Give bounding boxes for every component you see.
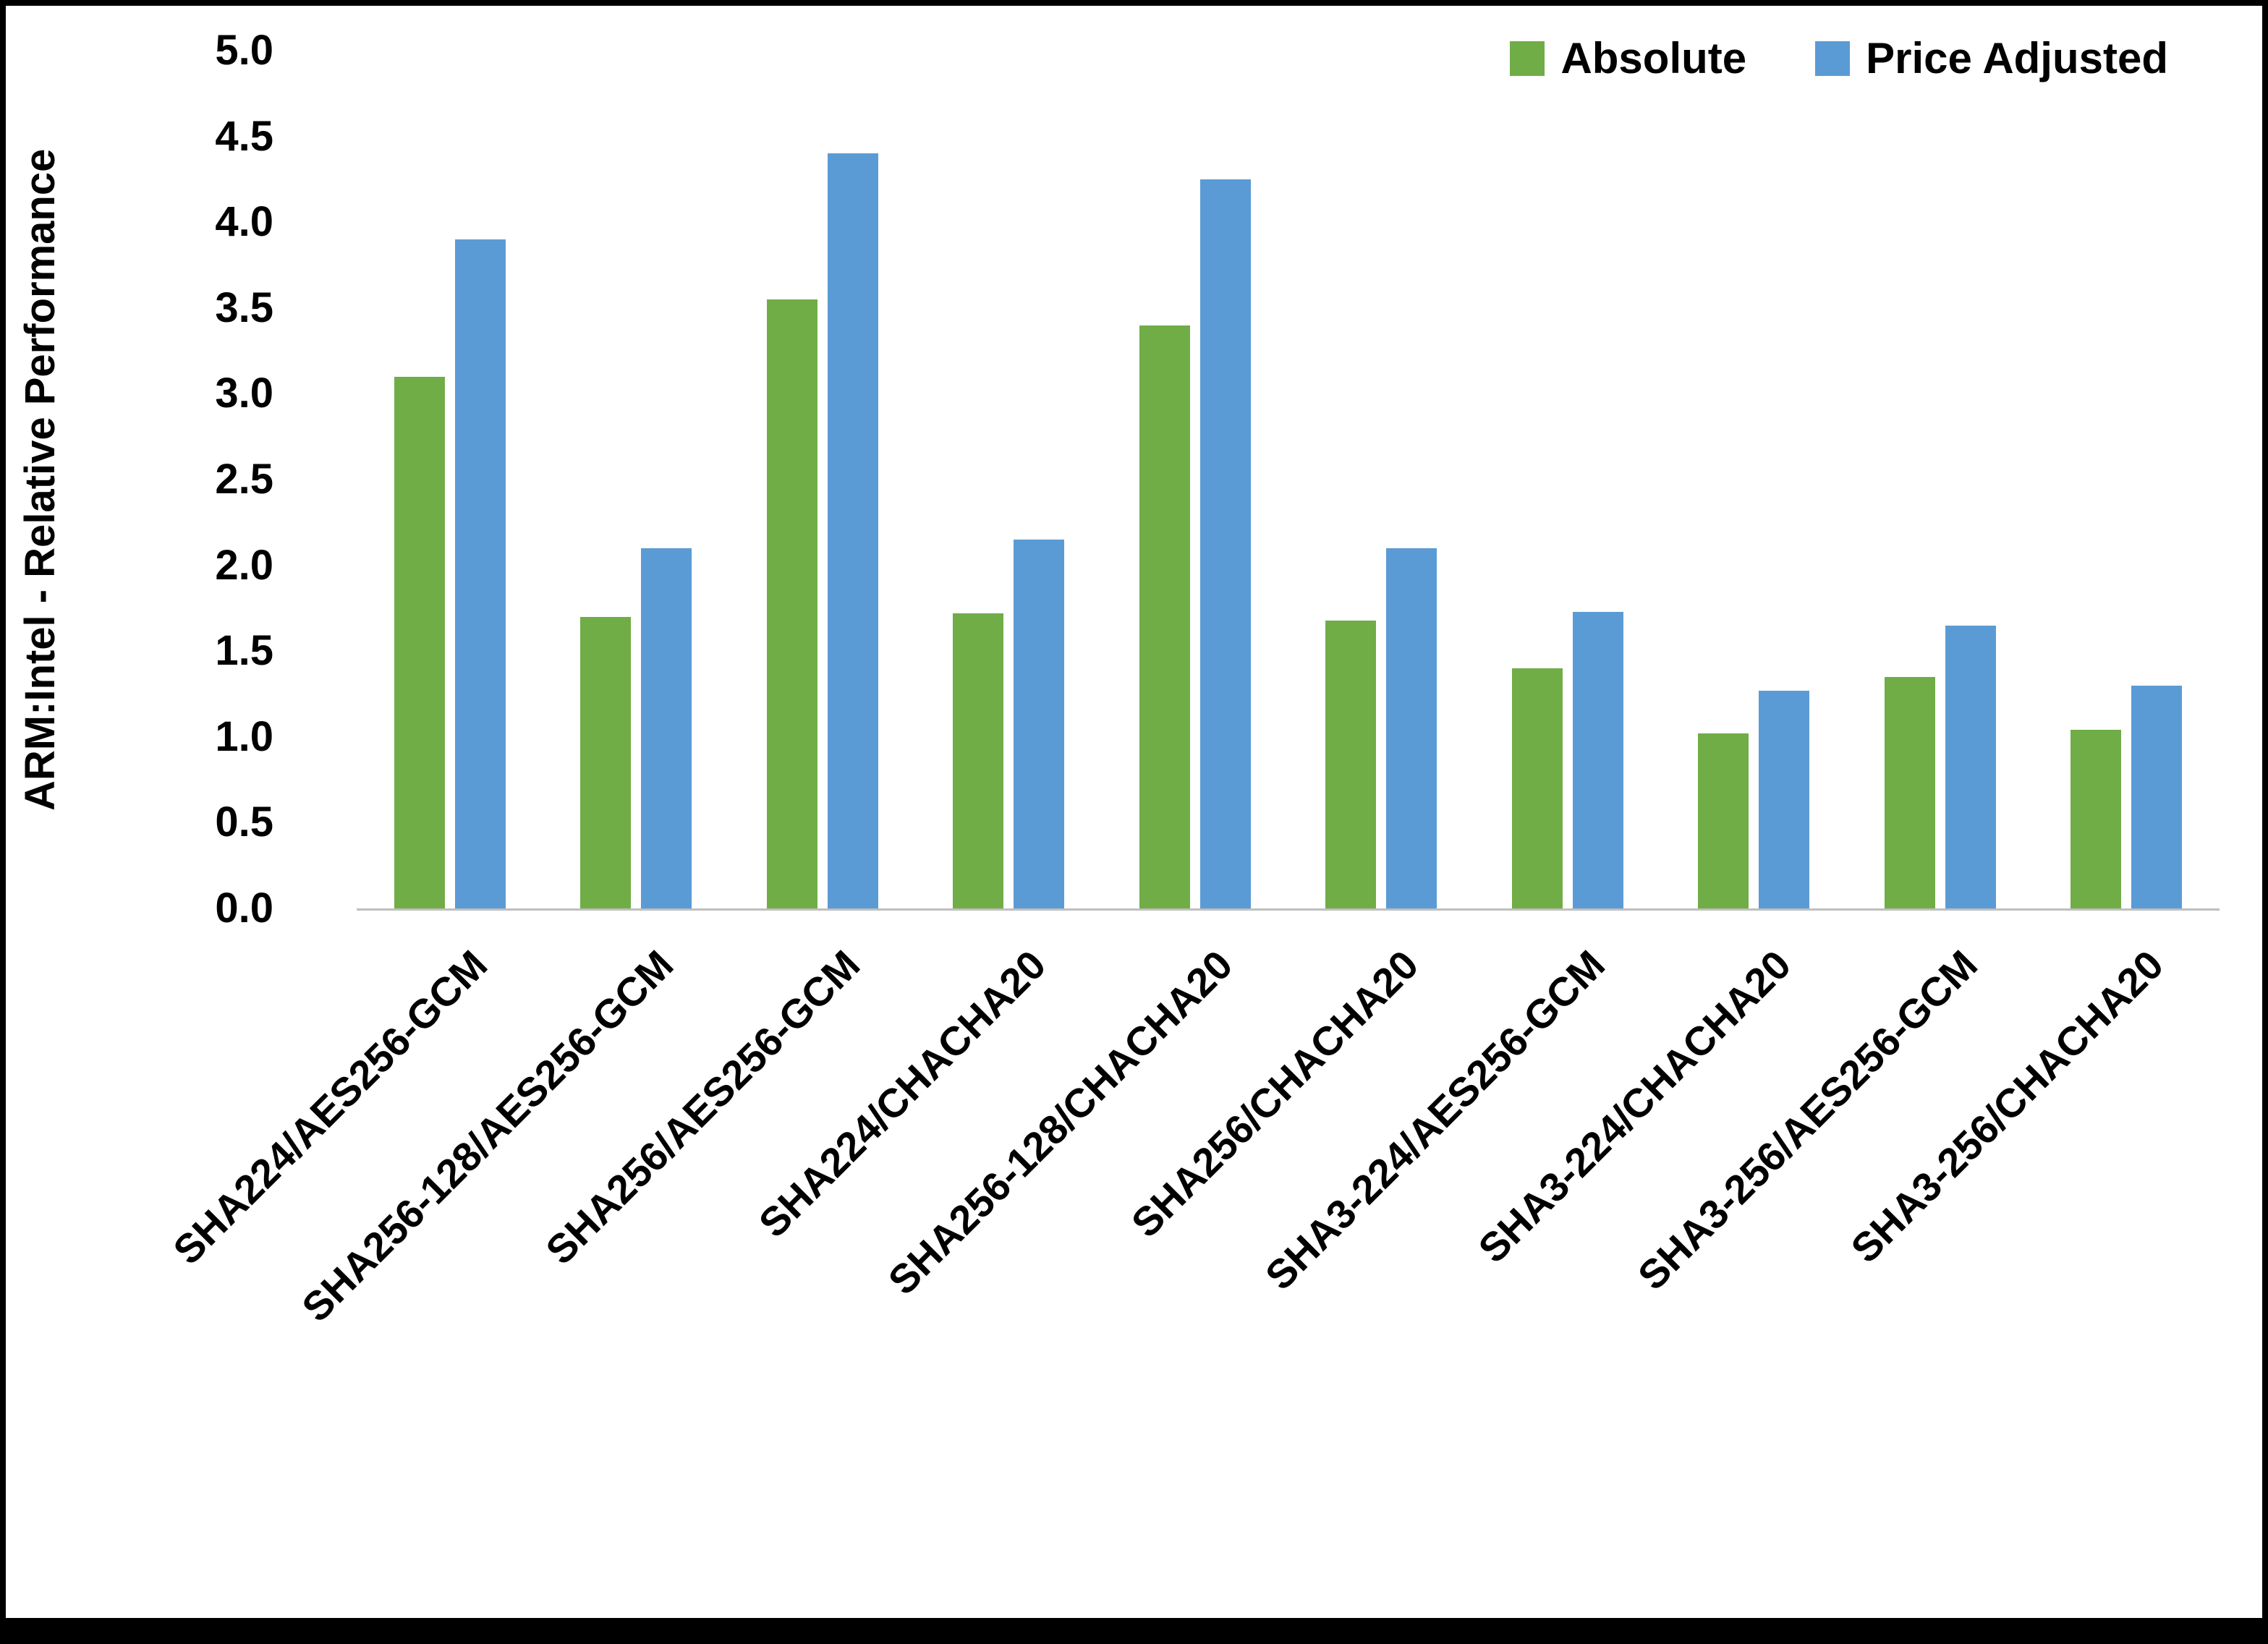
bar-group — [1474, 51, 1661, 908]
x-axis-labels: SHA224/AES256-GCM SHA256-128/AES256-GCM SH… — [164, 911, 2220, 1598]
bar-group — [1102, 51, 1288, 908]
bar-group — [357, 51, 543, 908]
bar-group — [2034, 51, 2220, 908]
y-tick-label: 4.5 — [215, 112, 273, 160]
legend: Absolute Price Adjusted — [1510, 33, 2168, 83]
bar-price-adjusted — [2131, 685, 2183, 908]
y-tick-label: 3.5 — [215, 284, 273, 331]
y-axis-title: ARM:Intel - Relative Performance — [17, 148, 64, 811]
bar-absolute — [953, 613, 1004, 908]
bar-absolute — [394, 376, 445, 908]
legend-swatch-absolute — [1510, 41, 1545, 76]
bar-group — [543, 51, 730, 908]
x-category-label: SHA256-128/AES256-GCM — [292, 941, 682, 1331]
bar-price-adjusted — [641, 548, 692, 908]
bar-price-adjusted — [1945, 625, 1996, 908]
bar-absolute — [1884, 676, 1935, 908]
bar-price-adjusted — [1386, 548, 1437, 908]
x-category-label: SHA3-256/AES256-GCM — [1628, 941, 1987, 1299]
bar-absolute — [766, 299, 817, 908]
bar-price-adjusted — [1759, 690, 1810, 908]
bar-group — [1288, 51, 1475, 908]
y-tick-label: 0.5 — [215, 798, 273, 846]
x-category-label: SHA256-128/CHACHA20 — [878, 941, 1241, 1303]
bar-absolute — [1698, 733, 1749, 908]
bar-absolute — [580, 616, 632, 908]
x-category-label: SHA3-256/CHACHA20 — [1842, 941, 2173, 1272]
legend-label-absolute: Absolute — [1560, 34, 1747, 82]
bar-price-adjusted — [454, 239, 506, 908]
legend-swatch-price-adjusted — [1815, 41, 1851, 76]
bar-price-adjusted — [827, 153, 878, 908]
y-axis-ticks: 5.0 4.5 4.0 3.5 3.0 2.5 2.0 1.5 1.0 0.5 0.0 — [78, 30, 273, 929]
legend-label-price-adjusted: Price Adjusted — [1866, 34, 2168, 82]
x-category-label: SHA3-224/CHACHA20 — [1469, 941, 1800, 1272]
bar-price-adjusted — [1014, 540, 1065, 908]
y-tick-label: 2.5 — [215, 456, 273, 503]
y-tick-label: 2.0 — [215, 541, 273, 589]
bar-group — [1847, 51, 2034, 908]
y-tick-label: 4.0 — [215, 198, 273, 246]
bar-absolute — [1325, 620, 1377, 908]
y-tick-label: 5.0 — [215, 27, 273, 74]
bar-absolute — [1139, 325, 1190, 908]
plot-area — [357, 51, 2220, 911]
x-category-label: SHA256/AES256-GCM — [536, 941, 869, 1273]
bar-group — [916, 51, 1103, 908]
x-category-label: SHA3-224/AES256-GCM — [1256, 941, 1614, 1299]
bar-group — [1661, 51, 1848, 908]
bar-absolute — [2070, 730, 2122, 908]
bar-price-adjusted — [1199, 179, 1251, 908]
legend-item-price-adjusted: Price Adjusted — [1815, 33, 2168, 83]
legend-item-absolute: Absolute — [1510, 33, 1746, 83]
y-tick-label: 1.0 — [215, 712, 273, 760]
bar-price-adjusted — [1572, 611, 1623, 908]
x-category-label: SHA224/AES256-GCM — [163, 941, 496, 1273]
bar-absolute — [1511, 668, 1563, 908]
y-tick-label: 1.5 — [215, 627, 273, 675]
y-tick-label: 3.0 — [215, 370, 273, 417]
bar-group — [729, 51, 916, 908]
y-tick-label: 0.0 — [215, 885, 273, 932]
